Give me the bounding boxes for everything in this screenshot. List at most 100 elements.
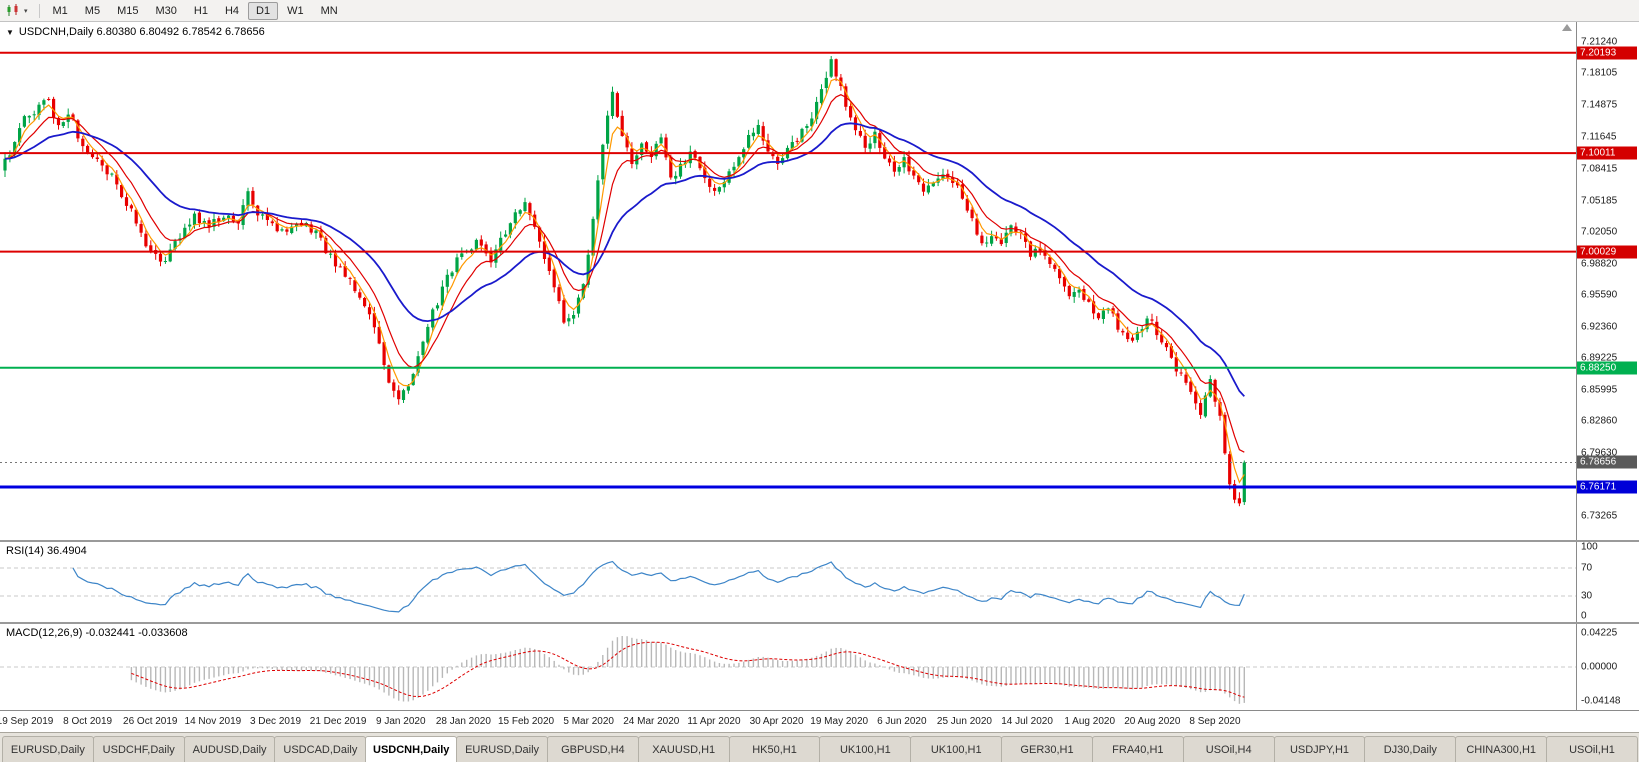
timeframe-button-M30[interactable]: M30 (155, 4, 177, 17)
date-label: 3 Dec 2019 (249, 716, 302, 727)
price-tick: 6.73265 (1581, 510, 1618, 522)
price-tick: 7.05185 (1581, 195, 1618, 207)
chart-tab-USDJPY-H1[interactable]: USDJPY,H1 (1273, 736, 1366, 762)
chart-tab-CHINA300-H1[interactable]: CHINA300,H1 (1455, 736, 1548, 762)
price-tick: 7.02050 (1581, 226, 1618, 238)
macd-axis[interactable]: 0.04225 0.00000 -0.04148 (1576, 624, 1639, 710)
date-label: 1 Aug 2020 (1064, 716, 1116, 727)
price-tick: 6.98820 (1581, 258, 1618, 270)
price-tick: 7.11645 (1581, 131, 1617, 143)
macd-signal-line (131, 641, 1245, 698)
date-label: 30 Apr 2020 (749, 716, 804, 727)
date-label: 11 Apr 2020 (687, 716, 741, 727)
rsi-chart[interactable] (0, 542, 1576, 622)
chart-tab-HK50-H1[interactable]: HK50,H1 (728, 736, 821, 762)
chart-tab-XAUUSD-H1[interactable]: XAUUSD,H1 (637, 736, 730, 762)
chart-title-ohlc: USDCNH,Daily 6.80380 6.80492 6.78542 6.7… (18, 26, 265, 38)
toolbar-separator (38, 3, 40, 18)
chart-tab-UK100-H1[interactable]: UK100,H1 (819, 736, 912, 762)
timeframe-button-M5[interactable]: M5 (84, 4, 101, 17)
date-label: 15 Feb 2020 (497, 716, 555, 727)
date-label: 6 Jun 2020 (877, 716, 927, 727)
price-tick: 6.85995 (1581, 384, 1618, 396)
chart-tab-GER30-H1[interactable]: GER30,H1 (1001, 736, 1093, 762)
timeframe-button-W1[interactable]: W1 (287, 4, 304, 17)
date-label: 20 Aug 2020 (1124, 716, 1181, 727)
date-label: 8 Oct 2019 (63, 716, 113, 727)
timeframe-button-M15[interactable]: M15 (117, 4, 139, 17)
chart-tab-USDCNH-Daily[interactable]: USDCNH,Daily (365, 736, 458, 762)
chart-tab-FRA40-H1[interactable]: FRA40,H1 (1091, 736, 1184, 762)
timeframe-button-D1[interactable]: D1 (248, 1, 279, 20)
chart-tab-USDCHF-Daily[interactable]: USDCHF,Daily (92, 736, 185, 762)
time-axis[interactable]: 19 Sep 2019 8 Oct 2019 26 Oct 2019 14 Nov 2… (0, 710, 1639, 732)
rsi-tick: 30 (1581, 590, 1593, 602)
macd-tick: 0.04225 (1581, 627, 1618, 639)
date-label: 24 Mar 2020 (623, 716, 680, 727)
date-label: 19 Sep 2019 (0, 716, 54, 727)
timeframe-buttons: M1 M5 M15 M30 H1 H4 D1 W1 MN (45, 1, 346, 20)
price-badge-6.76171: 6.76171 (1577, 480, 1637, 494)
chart-tab-AUDUSD-Daily[interactable]: AUDUSD,Daily (183, 736, 276, 762)
macd-chart[interactable] (0, 624, 1576, 710)
price-axis[interactable]: 7.21240 7.18105 7.14875 7.11645 7.08415 7.051… (1576, 22, 1639, 540)
price-tick: 6.95590 (1581, 289, 1618, 301)
price-tick: 7.18105 (1581, 67, 1618, 79)
rsi-tick: 100 (1581, 542, 1598, 553)
timeframe-button-H1[interactable]: H1 (193, 4, 208, 17)
date-label: 9 Jan 2020 (376, 716, 426, 727)
ma-line-medium (4, 94, 1245, 453)
date-label: 19 May 2020 (810, 716, 869, 727)
chart-tab-EURUSD-Daily[interactable]: EURUSD,Daily (2, 736, 94, 762)
panel-divider[interactable] (0, 622, 1639, 624)
chart-tab-USDCAD-Daily[interactable]: USDCAD,Daily (274, 736, 367, 762)
ma-line-slow (4, 122, 1245, 397)
macd-panel[interactable]: MACD(12,26,9) -0.032441 -0.033608 (0, 624, 1576, 710)
price-tick: 7.14875 (1581, 99, 1618, 111)
main-chart-area[interactable]: ▼ USDCNH,Daily 6.80380 6.80492 6.78542 6… (0, 22, 1576, 540)
price-tick: 6.82860 (1581, 415, 1618, 427)
price-badge-7.20193: 7.20193 (1577, 46, 1637, 60)
macd-panel-row: MACD(12,26,9) -0.032441 -0.033608 0.0422… (0, 624, 1639, 710)
date-label: 14 Nov 2019 (184, 716, 242, 727)
rsi-panel[interactable]: RSI(14) 36.4904 (0, 542, 1576, 622)
rsi-line (72, 560, 1245, 613)
chart-menu-icon[interactable]: ▼ (6, 27, 14, 37)
price-badge-6.78656: 6.78656 (1577, 455, 1637, 469)
candlestick-chart[interactable] (0, 22, 1576, 540)
date-label: 5 Mar 2020 (563, 716, 614, 727)
main-chart-row: ▼ USDCNH,Daily 6.80380 6.80492 6.78542 6… (0, 22, 1639, 540)
rsi-label: RSI(14) 36.4904 (6, 545, 87, 557)
scroll-to-end-marker-icon[interactable] (1562, 24, 1572, 31)
chart-tab-UK100-H1[interactable]: UK100,H1 (910, 736, 1003, 762)
date-label: 25 Jun 2020 (936, 716, 992, 727)
chart-tab-DJ30-Daily[interactable]: DJ30,Daily (1364, 736, 1457, 762)
rsi-axis[interactable]: 100 70 30 0 (1576, 542, 1639, 622)
chart-type-icon[interactable] (4, 3, 22, 18)
price-badge-7.00029: 7.00029 (1577, 245, 1637, 259)
chevron-down-icon[interactable]: ▾ (24, 7, 28, 15)
price-tick: 6.89225 (1581, 352, 1618, 364)
timeframe-button-M1[interactable]: M1 (52, 4, 68, 17)
rsi-tick: 0 (1581, 610, 1587, 622)
price-badge-7.10011: 7.10011 (1577, 146, 1637, 160)
ma-line-fast (4, 78, 1245, 484)
chart-tab-bar: EURUSD,Daily USDCHF,Daily AUDUSD,Daily USDC… (0, 732, 1639, 762)
timeframe-button-MN[interactable]: MN (320, 4, 338, 17)
date-label: 26 Oct 2019 (123, 716, 178, 727)
macd-label: MACD(12,26,9) -0.032441 -0.033608 (6, 627, 188, 639)
chart-tab-GBPUSD-H4[interactable]: GBPUSD,H4 (546, 736, 639, 762)
timeframe-button-H4[interactable]: H4 (224, 4, 240, 17)
rsi-panel-row: RSI(14) 36.4904 100 70 30 0 (0, 542, 1639, 622)
price-tick: 6.79630 (1581, 447, 1618, 459)
date-label: 28 Jan 2020 (435, 716, 491, 727)
price-tick: 7.08415 (1581, 163, 1618, 175)
macd-tick: -0.04148 (1581, 695, 1621, 707)
chart-tab-USOil-H4[interactable]: USOil,H4 (1182, 736, 1275, 762)
chart-tab-USOil-H1[interactable]: USOil,H1 (1546, 736, 1638, 762)
price-tick: 6.92360 (1581, 321, 1618, 333)
rsi-tick: 70 (1581, 562, 1593, 574)
panel-divider[interactable] (0, 540, 1639, 542)
price-badge-6.88250: 6.88250 (1577, 361, 1637, 375)
chart-tab-EURUSD-Daily[interactable]: EURUSD,Daily (456, 736, 548, 762)
